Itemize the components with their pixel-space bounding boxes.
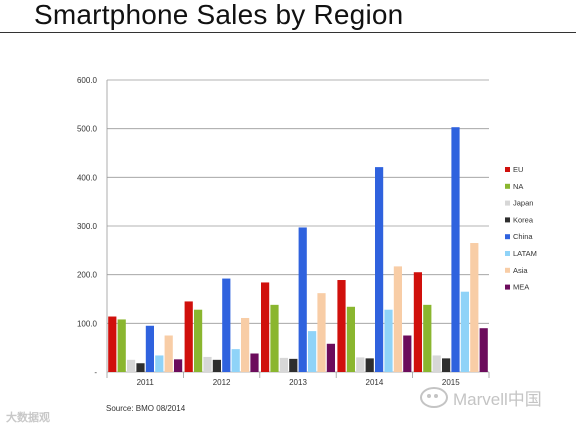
x-tick-label: 2012 (213, 378, 231, 387)
legend-swatch (505, 200, 510, 206)
bar (442, 358, 451, 372)
bar (127, 359, 136, 372)
title-divider (0, 32, 576, 33)
bar (298, 227, 307, 372)
x-tick-label: 2015 (442, 378, 460, 387)
bar (136, 363, 145, 372)
legend-label: China (513, 232, 533, 241)
legend-label: EU (513, 165, 523, 174)
y-tick-label: 400.0 (77, 173, 98, 182)
watermark-right-text: Marvell中国 (453, 390, 542, 409)
watermark-left-text: 大数据观 (6, 412, 50, 424)
legend-label: Asia (513, 266, 528, 275)
bar (393, 266, 402, 372)
bar (403, 335, 412, 372)
bar (155, 355, 164, 372)
legend-swatch (505, 251, 510, 256)
bar (451, 127, 460, 372)
source-note: Source: BMO 08/2014 (106, 404, 186, 413)
y-tick-label: 600.0 (77, 76, 98, 85)
bar (174, 359, 183, 372)
bar (108, 316, 117, 372)
bar (289, 358, 298, 372)
y-tick-label: - (94, 368, 97, 377)
legend-label: Japan (513, 199, 533, 208)
bar (164, 335, 173, 372)
bar (184, 301, 193, 372)
x-tick-label: 2014 (366, 378, 384, 387)
bar (261, 282, 270, 372)
bar (241, 317, 250, 372)
page-title: Smartphone Sales by Region (34, 0, 404, 30)
y-tick-label: 200.0 (77, 271, 98, 280)
bar (145, 325, 154, 372)
bar (250, 353, 259, 372)
legend-swatch (505, 217, 510, 223)
legend-label: NA (513, 182, 523, 191)
bar (413, 272, 422, 372)
watermark-left: 大数据观 (6, 409, 50, 425)
bar (470, 243, 479, 372)
legend-swatch (505, 234, 510, 240)
bar (365, 358, 374, 372)
legend-swatch (505, 183, 510, 189)
legend-swatch (505, 167, 510, 172)
bar (222, 278, 231, 372)
bar (384, 309, 393, 372)
bar (375, 167, 384, 372)
bar (356, 357, 365, 372)
bar (460, 291, 469, 372)
legend-label: Korea (513, 215, 534, 224)
y-tick-label: 100.0 (77, 319, 98, 328)
x-tick-label: 2011 (137, 378, 155, 387)
legend-label: LATAM (513, 249, 537, 258)
bar (326, 343, 335, 372)
bar (432, 355, 441, 372)
bar (270, 304, 279, 372)
x-tick-label: 2013 (289, 378, 307, 387)
legend-swatch (505, 284, 510, 290)
bar (479, 328, 488, 372)
bar (117, 319, 126, 372)
bar (346, 306, 355, 372)
chat-bubble-icon (420, 387, 448, 408)
bar (423, 304, 432, 372)
bar (231, 349, 240, 372)
legend-swatch (505, 267, 510, 273)
bar (337, 280, 346, 372)
y-tick-label: 300.0 (77, 222, 98, 231)
bar (308, 331, 317, 372)
bar (194, 309, 203, 372)
y-tick-label: 500.0 (77, 125, 98, 134)
legend-label: MEA (513, 283, 529, 292)
bar (203, 356, 212, 372)
bar (212, 359, 221, 372)
bar (317, 293, 326, 372)
watermark-right: Marvell中国 (420, 385, 542, 410)
bar (279, 357, 288, 372)
